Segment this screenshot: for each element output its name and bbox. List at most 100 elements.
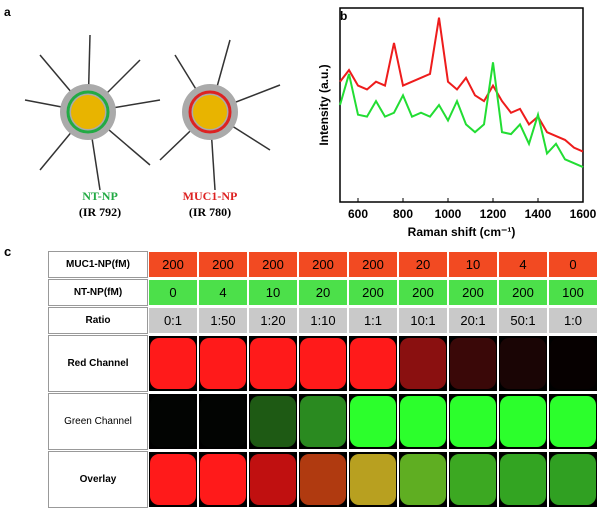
- image-cell: [248, 393, 298, 450]
- image-cell: [398, 393, 448, 450]
- x-tick-label: 800: [393, 207, 413, 221]
- spectrum: [339, 62, 584, 168]
- table-cell: 200: [398, 279, 448, 306]
- image-cell: [398, 451, 448, 508]
- channel-image: [300, 338, 346, 389]
- channel-image: [500, 454, 546, 505]
- row-label: NT-NP(fM): [48, 279, 148, 306]
- panel-label: a: [4, 5, 11, 19]
- spectrum: [339, 17, 584, 153]
- channel-image: [250, 396, 296, 447]
- image-cell: [298, 393, 348, 450]
- row-label: Overlay: [48, 451, 148, 508]
- image-cell: [448, 393, 498, 450]
- image-cell: [298, 335, 348, 392]
- row-label: Red Channel: [48, 335, 148, 392]
- channel-image: [200, 396, 246, 447]
- image-cell: [298, 451, 348, 508]
- image-cell: [198, 393, 248, 450]
- channel-image: [300, 454, 346, 505]
- np-code: (IR 792): [79, 205, 121, 219]
- channel-image: [200, 338, 246, 389]
- table-cell: 200: [248, 251, 298, 278]
- image-cell: [348, 393, 398, 450]
- channel-image: [150, 338, 196, 389]
- image-cell: [148, 451, 198, 508]
- table-cell: 20: [298, 279, 348, 306]
- image-cell: [498, 335, 548, 392]
- plot-frame: [339, 7, 584, 203]
- channel-image: [350, 396, 396, 447]
- table-cell: 1:20: [248, 307, 298, 334]
- channel-image: [300, 396, 346, 447]
- table-cell: 4: [198, 279, 248, 306]
- channel-image: [250, 454, 296, 505]
- image-cell: [548, 393, 598, 450]
- channel-image: [550, 396, 596, 447]
- table-cell: 200: [348, 251, 398, 278]
- row-label: MUC1-NP(fM): [48, 251, 148, 278]
- image-cell: [498, 393, 548, 450]
- np-name: MUC1-NP: [183, 189, 238, 203]
- channel-image: [550, 454, 596, 505]
- image-cell: [348, 451, 398, 508]
- table-cell: 10:1: [398, 307, 448, 334]
- table-cell: 0: [548, 251, 598, 278]
- channel-image: [400, 396, 446, 447]
- table-cell: 200: [198, 251, 248, 278]
- image-cell: [198, 335, 248, 392]
- image-cell: [148, 335, 198, 392]
- channel-image: [350, 338, 396, 389]
- channel-image: [150, 454, 196, 505]
- np-code: (IR 780): [189, 205, 231, 219]
- x-tick-label: 1600: [570, 207, 597, 221]
- channel-image: [450, 454, 496, 505]
- x-tick-label: 1200: [480, 207, 507, 221]
- table-cell: 20:1: [448, 307, 498, 334]
- image-cell: [198, 451, 248, 508]
- x-tick-label: 600: [348, 207, 368, 221]
- image-cell: [148, 393, 198, 450]
- image-cell: [448, 451, 498, 508]
- image-cell: [248, 335, 298, 392]
- channel-image: [400, 454, 446, 505]
- channel-image: [450, 338, 496, 389]
- channel-image: [400, 338, 446, 389]
- channel-image: [500, 396, 546, 447]
- x-tick-label: 1000: [435, 207, 462, 221]
- channel-image: [350, 454, 396, 505]
- table-cell: 1:1: [348, 307, 398, 334]
- channel-image: [250, 338, 296, 389]
- np-name: NT-NP: [82, 189, 118, 203]
- image-cell: [348, 335, 398, 392]
- row-label: Green Channel: [48, 393, 148, 450]
- table-cell: 50:1: [498, 307, 548, 334]
- panel-label: b: [340, 9, 347, 23]
- row-label: Ratio: [48, 307, 148, 334]
- table-cell: 200: [348, 279, 398, 306]
- table-cell: 20: [398, 251, 448, 278]
- table-cell: 200: [448, 279, 498, 306]
- x-tick-label: 1400: [525, 207, 552, 221]
- image-cell: [448, 335, 498, 392]
- np-drawing: [24, 34, 281, 191]
- table-cell: 10: [248, 279, 298, 306]
- x-axis-label: Raman shift (cm⁻¹): [408, 225, 516, 239]
- panel-label: c: [4, 244, 12, 259]
- table-cell: 100: [548, 279, 598, 306]
- channel-image: [550, 338, 596, 389]
- table-cell: 200: [298, 251, 348, 278]
- image-cell: [548, 335, 598, 392]
- table-cell: 0: [148, 279, 198, 306]
- image-cell: [248, 451, 298, 508]
- table-cell: 1:50: [198, 307, 248, 334]
- table-cell: 1:0: [548, 307, 598, 334]
- channel-image: [200, 454, 246, 505]
- y-axis-label: Intensity (a.u.): [317, 64, 331, 145]
- channel-image: [450, 396, 496, 447]
- table-cell: 4: [498, 251, 548, 278]
- image-cell: [548, 451, 598, 508]
- figure-top: a b NT-NP (IR 792) MUC1-NP (IR 780) 600 800 10…: [4, 5, 597, 239]
- image-cell: [498, 451, 548, 508]
